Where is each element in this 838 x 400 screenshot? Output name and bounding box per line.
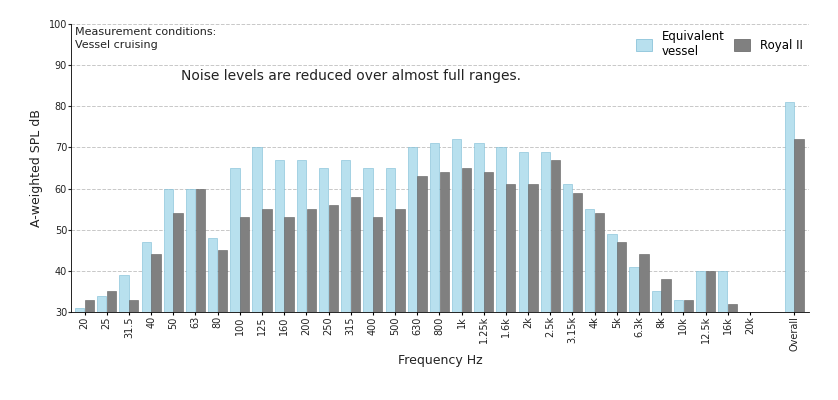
- Bar: [307, 209, 316, 400]
- Bar: [474, 143, 484, 400]
- Bar: [319, 168, 328, 400]
- Bar: [551, 160, 560, 400]
- X-axis label: Frequency Hz: Frequency Hz: [398, 354, 482, 367]
- Bar: [629, 267, 639, 400]
- Bar: [152, 254, 161, 400]
- Bar: [297, 160, 306, 400]
- Bar: [129, 300, 138, 400]
- Bar: [396, 209, 405, 400]
- Bar: [784, 102, 794, 400]
- Bar: [706, 271, 715, 400]
- Text: Noise levels are reduced over almost full ranges.: Noise levels are reduced over almost ful…: [182, 69, 521, 83]
- Bar: [208, 238, 217, 400]
- Text: Measurement conditions:
Vessel cruising: Measurement conditions: Vessel cruising: [75, 27, 216, 50]
- Bar: [528, 184, 538, 400]
- Bar: [608, 234, 617, 400]
- Bar: [373, 217, 382, 400]
- Bar: [186, 188, 195, 400]
- Bar: [696, 271, 706, 400]
- Bar: [674, 300, 683, 400]
- Legend: Equivalent
vessel, Royal II: Equivalent vessel, Royal II: [636, 30, 803, 58]
- Bar: [728, 304, 737, 400]
- Bar: [496, 148, 505, 400]
- Bar: [385, 168, 395, 400]
- Bar: [230, 168, 240, 400]
- Bar: [519, 152, 528, 400]
- Bar: [195, 188, 205, 400]
- Bar: [617, 242, 626, 400]
- Bar: [417, 176, 427, 400]
- Bar: [506, 184, 515, 400]
- Bar: [684, 300, 693, 400]
- Bar: [163, 188, 173, 400]
- Bar: [407, 148, 417, 400]
- Bar: [585, 209, 594, 400]
- Bar: [341, 160, 350, 400]
- Bar: [107, 292, 116, 400]
- Bar: [484, 172, 494, 400]
- Bar: [262, 209, 272, 400]
- Bar: [173, 213, 183, 400]
- Bar: [572, 193, 582, 400]
- Bar: [718, 271, 727, 400]
- Bar: [364, 168, 373, 400]
- Bar: [740, 312, 750, 400]
- Bar: [75, 308, 85, 400]
- Bar: [661, 279, 670, 400]
- Bar: [794, 139, 804, 400]
- Bar: [462, 168, 471, 400]
- Bar: [328, 205, 338, 400]
- Bar: [351, 197, 360, 400]
- Bar: [218, 250, 227, 400]
- Bar: [563, 184, 572, 400]
- Bar: [284, 217, 293, 400]
- Y-axis label: A-weighted SPL dB: A-weighted SPL dB: [30, 109, 43, 227]
- Bar: [750, 312, 759, 400]
- Bar: [652, 292, 661, 400]
- Bar: [142, 242, 151, 400]
- Bar: [85, 300, 94, 400]
- Bar: [541, 152, 550, 400]
- Bar: [430, 143, 439, 400]
- Bar: [595, 213, 604, 400]
- Bar: [97, 296, 106, 400]
- Bar: [252, 148, 261, 400]
- Bar: [452, 139, 462, 400]
- Bar: [639, 254, 649, 400]
- Bar: [440, 172, 449, 400]
- Bar: [275, 160, 284, 400]
- Bar: [240, 217, 250, 400]
- Bar: [119, 275, 129, 400]
